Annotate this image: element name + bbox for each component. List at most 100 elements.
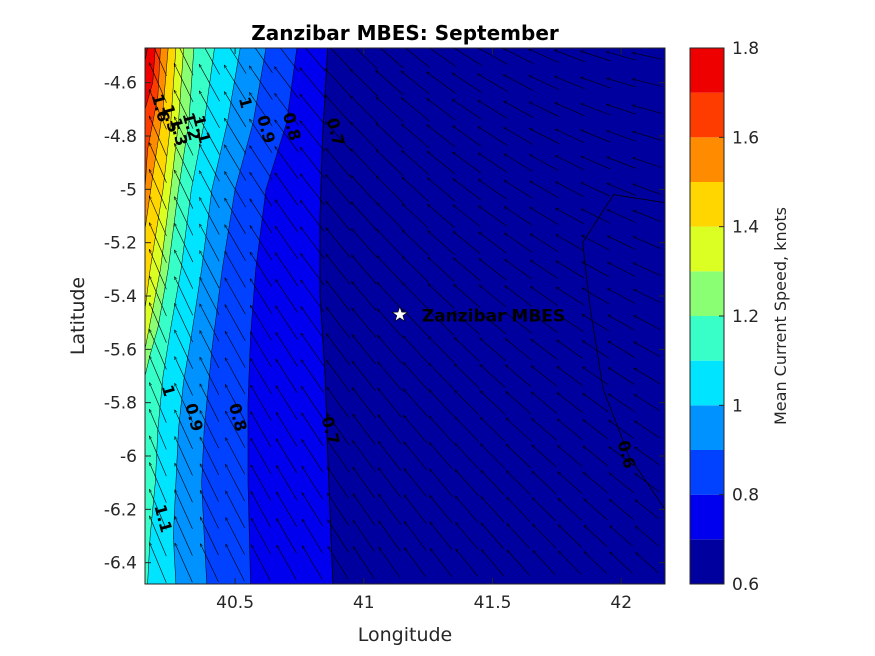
current-arrow [251,385,272,421]
current-arrow [326,201,351,232]
current-arrow [480,417,506,442]
current-arrow [300,94,326,125]
current-arrow [148,169,167,210]
current-arrow [583,472,608,494]
current-arrow [351,255,377,284]
current-arrow [581,234,610,251]
current-arrow [582,314,610,332]
current-arrow [199,384,220,422]
current-arrow [532,498,557,522]
current-arrow [402,151,430,176]
current-arrow [634,421,660,439]
current-arrow [426,72,456,94]
current-arrow [479,259,507,281]
current-arrow [403,415,428,444]
current-arrow [174,330,193,369]
current-arrow [198,117,220,155]
current-arrow [276,439,298,474]
current-arrow [453,258,481,281]
current-arrow [477,48,508,65]
y-tick-label: -4.8 [104,127,137,147]
current-arrow [224,358,246,395]
current-arrow [402,177,430,202]
current-arrow [633,262,661,276]
current-vectors [148,48,662,583]
current-arrow [503,74,534,91]
current-arrow [326,228,351,258]
current-arrow [199,251,220,289]
current-arrow [148,63,167,103]
current-arrow [529,101,560,117]
current-arrow [276,465,298,501]
contour-line-0.7 [319,48,334,584]
colorbar-tick-label: 1.2 [732,307,759,327]
current-arrow [531,366,558,387]
current-arrow [224,331,246,368]
speed-band-1.7 [145,48,156,110]
current-arrow [558,472,583,494]
current-arrow [199,304,220,342]
colorbar-segment [690,226,724,272]
current-arrow [302,546,323,580]
current-arrow [428,231,455,255]
current-arrow [632,79,662,87]
current-arrow [556,261,584,279]
current-arrow [328,546,349,580]
current-arrow [555,155,585,171]
current-arrow [325,68,352,98]
current-arrow [478,206,507,227]
current-arrow [479,311,506,335]
current-arrow [507,550,530,576]
colorbar-segment [690,48,724,93]
current-arrow [609,420,635,439]
current-arrow [609,473,634,493]
current-arrow [531,313,558,333]
colorbar-label: Mean Current Speed, knots [771,207,790,425]
current-arrow [453,179,482,201]
current-arrow [632,105,662,114]
current-arrow [403,336,428,364]
current-arrow [275,93,299,126]
current-arrow [530,234,559,252]
current-arrow [454,364,480,389]
current-arrow [634,341,661,358]
current-arrow [224,92,247,128]
current-arrow [377,309,403,337]
current-arrow [250,545,271,581]
current-arrow [556,314,584,333]
current-arrow [582,367,609,386]
current-arrow [326,281,351,312]
colorbar-tick-label: 0.6 [732,575,759,595]
current-arrow [276,412,298,447]
current-arrow [478,127,508,146]
current-arrow [427,125,456,148]
current-arrow [225,225,246,261]
current-arrow [376,123,404,150]
current-arrow [204,48,220,75]
current-arrow [529,154,559,171]
current-arrow [275,279,299,313]
current-arrow [428,284,455,309]
current-arrow [401,71,430,95]
x-axis-label: Longitude [358,624,453,646]
current-arrow [250,252,272,287]
current-arrow [302,519,323,554]
current-arrow [327,467,350,499]
current-arrow [149,196,167,237]
current-arrow [148,89,167,130]
current-arrow [351,122,378,150]
current-arrow [504,180,533,199]
current-arrow [555,128,585,144]
current-arrow [352,281,377,311]
current-arrow [379,48,404,69]
current-arrow [504,154,533,172]
current-arrow [635,473,660,493]
current-arrow [198,64,220,102]
current-arrow [325,148,352,178]
colorbar: 0.6 0.8 1 1.2 1.4 1.6 1.8 [689,39,759,595]
current-arrow [607,209,636,223]
current-arrow [378,362,402,391]
current-arrow [505,312,532,334]
current-arrow [351,228,377,258]
current-arrow [353,520,375,552]
